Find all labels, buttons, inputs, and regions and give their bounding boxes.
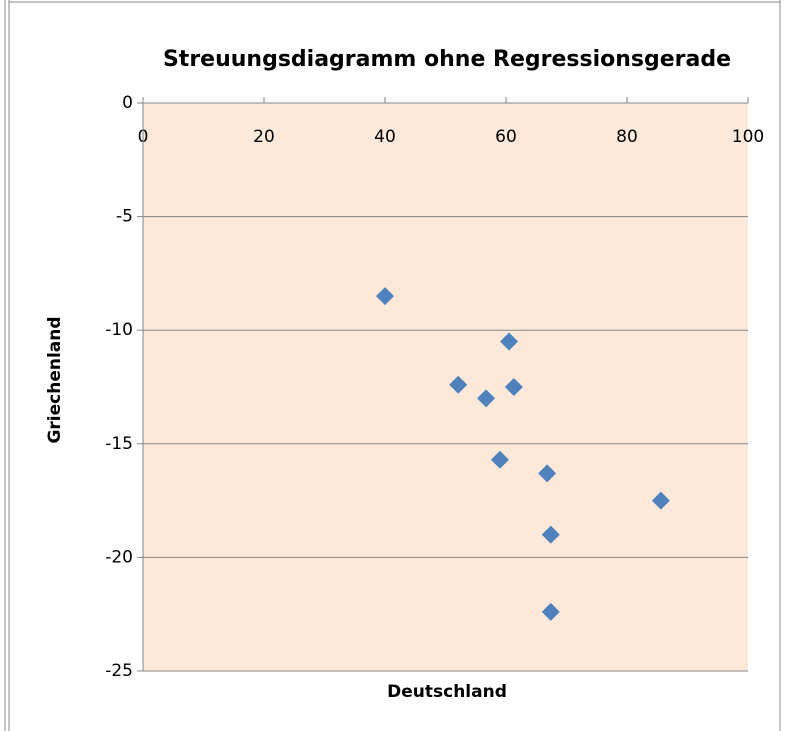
y-tick-label: -10 <box>105 320 133 340</box>
y-tick-label: -25 <box>105 661 133 681</box>
x-axis-label: Deutschland <box>387 682 507 702</box>
point <box>500 332 519 351</box>
point <box>449 375 468 394</box>
point <box>541 602 560 621</box>
y-tick-label: -5 <box>116 207 133 227</box>
y-axis-label: Griechenland <box>45 316 65 443</box>
point <box>376 287 394 306</box>
point <box>504 378 523 396</box>
y-tick-label: 0 <box>122 93 133 113</box>
x-tick-label: 20 <box>253 127 275 147</box>
point <box>538 464 557 483</box>
chart-title: Streuungsdiagramm ohne Regressionsgerade <box>163 47 731 72</box>
point <box>541 525 560 544</box>
plot-area <box>143 103 748 671</box>
x-tick-label: 100 <box>732 127 764 147</box>
y-tick-label: -15 <box>105 434 133 454</box>
x-tick-label: 60 <box>495 127 517 147</box>
x-tick-label: 40 <box>374 127 396 147</box>
point <box>651 491 670 510</box>
point <box>490 450 509 469</box>
point <box>477 389 496 408</box>
x-tick-label: 80 <box>616 127 638 147</box>
y-tick-label: -20 <box>105 547 133 567</box>
